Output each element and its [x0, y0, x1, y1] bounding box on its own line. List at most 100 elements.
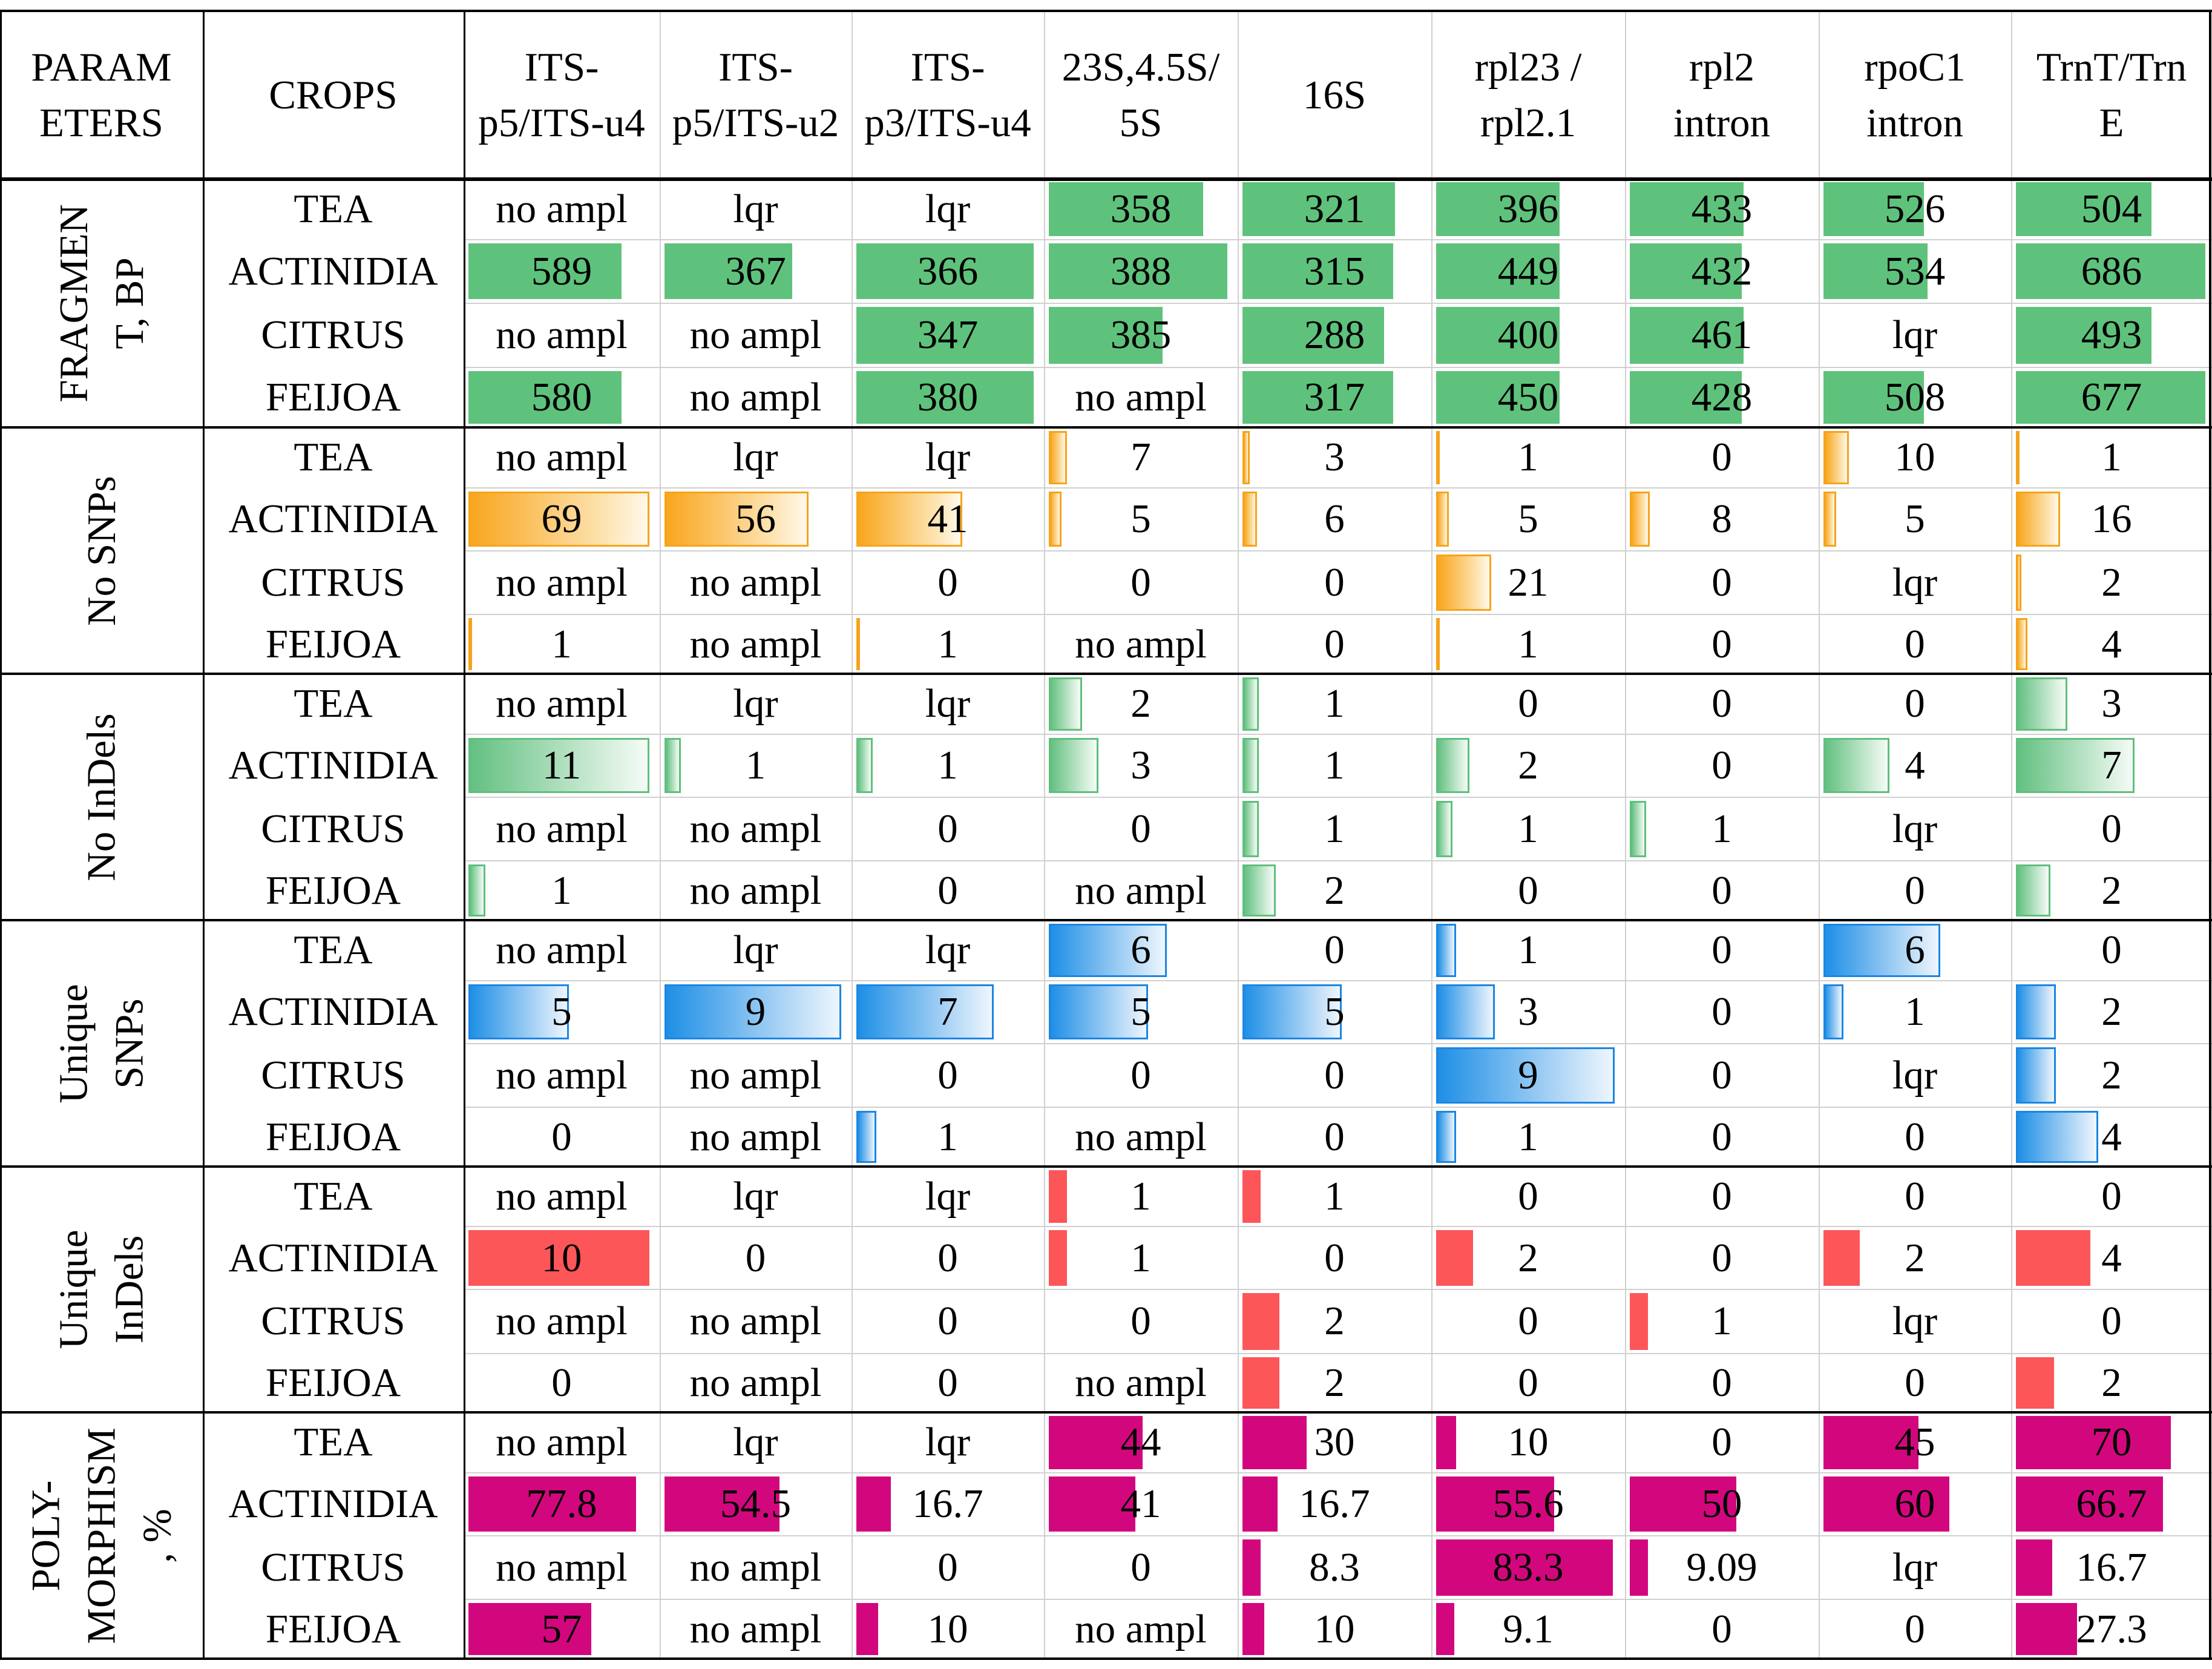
- data-bar: [1630, 371, 1742, 424]
- crop-label: TEA: [203, 179, 464, 240]
- table-cell: 0: [1625, 734, 1819, 797]
- table-cell: 1: [1819, 981, 2011, 1044]
- cell-value: no ampl: [496, 435, 628, 480]
- data-bar: [1630, 243, 1742, 300]
- data-bar: [665, 243, 792, 300]
- table-cell: 1: [1431, 614, 1625, 674]
- row-divider: [464, 1352, 2212, 1354]
- table-cell: lqr: [660, 920, 852, 981]
- data-bar: [1049, 1416, 1143, 1469]
- crop-label: CITRUS: [203, 1289, 464, 1354]
- crop-label-text: CITRUS: [261, 806, 405, 851]
- cell-value: 366: [917, 248, 979, 294]
- table-cell: 7: [852, 981, 1044, 1044]
- table-cell: 677: [2011, 367, 2212, 427]
- table-cell: 77.8: [464, 1473, 660, 1536]
- data-bar: [1823, 243, 1928, 300]
- column-divider: [1431, 10, 1433, 1659]
- table-cell: 0: [1044, 1536, 1238, 1600]
- table-cell: lqr: [852, 179, 1044, 240]
- cell-value: 0: [1712, 1235, 1732, 1280]
- table-cell: 0: [1625, 1412, 1819, 1473]
- cell-value: no ampl: [689, 1114, 822, 1159]
- cell-value: 1: [1712, 806, 1732, 851]
- cell-value: 0: [1324, 927, 1345, 973]
- table-cell: 0: [1044, 1044, 1238, 1108]
- data-bar: [665, 737, 681, 794]
- table-cell: 54.5: [660, 1473, 852, 1536]
- section-divider: [0, 673, 2212, 675]
- crop-label: ACTINIDIA: [203, 488, 464, 551]
- table-cell: 1: [1431, 1107, 1625, 1167]
- table-cell: lqr: [1819, 1289, 2011, 1354]
- table-cell: 1: [852, 734, 1044, 797]
- table-cell: 9.09: [1625, 1536, 1819, 1600]
- cell-value: 77.8: [526, 1481, 597, 1527]
- table-cell: 2: [1044, 674, 1238, 734]
- cell-value: no ampl: [496, 1420, 628, 1465]
- table-cell: 0: [1819, 614, 2011, 674]
- data-bar: [665, 1476, 779, 1532]
- table-cell: 0: [464, 1107, 660, 1167]
- data-bar: [2016, 491, 2060, 547]
- row-divider: [464, 1535, 2212, 1536]
- table-cell: 44: [1044, 1412, 1238, 1473]
- cell-value: 0: [937, 1360, 958, 1405]
- table-cell: 428: [1625, 367, 1819, 427]
- cell-value: 3: [2101, 681, 2122, 726]
- table-cell: 1: [1431, 427, 1625, 488]
- column-divider: [1819, 10, 1820, 1659]
- crop-label-text: ACTINIDIA: [228, 989, 438, 1035]
- section-label: POLY- MORPHISM, %: [0, 1412, 203, 1659]
- cell-value: 10: [927, 1606, 968, 1651]
- table-cell: 0: [1625, 1226, 1819, 1289]
- row-divider: [464, 1226, 2212, 1228]
- cell-value: 0: [1712, 743, 1732, 788]
- cell-value: lqr: [925, 681, 971, 726]
- table-cell: 3: [2011, 674, 2212, 734]
- table-cell: 0: [1238, 1226, 1431, 1289]
- crop-label: CITRUS: [203, 303, 464, 368]
- table-cell: 9: [1431, 1044, 1625, 1108]
- data-bar: [1242, 677, 1259, 731]
- cell-value: lqr: [925, 1174, 971, 1219]
- section-label-text: Unique SNPs: [51, 983, 152, 1104]
- table-cell: no ampl: [660, 1044, 852, 1108]
- data-bar: [1049, 491, 1062, 547]
- crop-label: TEA: [203, 427, 464, 488]
- cell-value: 30: [1314, 1420, 1355, 1465]
- data-bar: [1049, 243, 1227, 300]
- cell-value: no ampl: [496, 927, 628, 973]
- table-cell: 5: [1044, 981, 1238, 1044]
- table-cell: 0: [1625, 1167, 1819, 1226]
- cell-value: 317: [1304, 375, 1365, 420]
- cell-value: 7: [937, 989, 958, 1035]
- cell-value: 8.3: [1309, 1544, 1360, 1590]
- section-label-text: No InDels: [79, 713, 124, 881]
- data-bar: [1436, 1047, 1615, 1104]
- cell-value: no ampl: [1075, 867, 1207, 913]
- table-cell: no ampl: [464, 427, 660, 488]
- table-cell: no ampl: [464, 1167, 660, 1226]
- crop-label: TEA: [203, 920, 464, 981]
- data-bar: [1630, 1539, 1649, 1596]
- table-cell: 380: [852, 367, 1044, 427]
- cell-value: no ampl: [689, 559, 822, 605]
- cell-value: 0: [1131, 1299, 1151, 1344]
- cell-value: 0: [1905, 867, 1925, 913]
- table-cell: 1: [660, 734, 852, 797]
- table-cell: 0: [1625, 551, 1819, 615]
- cell-value: no ampl: [1075, 1606, 1207, 1651]
- cell-value: 0: [1324, 621, 1345, 667]
- data-bar: [1823, 1230, 1860, 1286]
- data-bar: [1049, 1230, 1068, 1286]
- table-cell: 2: [2011, 981, 2212, 1044]
- table-cell: 0: [1625, 920, 1819, 981]
- cell-value: 0: [745, 1235, 766, 1280]
- cell-value: 0: [1131, 1052, 1151, 1098]
- data-bar: [1242, 491, 1258, 547]
- table-border-right: [2209, 10, 2211, 1659]
- cell-value: 1: [1712, 1299, 1732, 1344]
- crop-label: ACTINIDIA: [203, 734, 464, 797]
- crop-label: CITRUS: [203, 551, 464, 615]
